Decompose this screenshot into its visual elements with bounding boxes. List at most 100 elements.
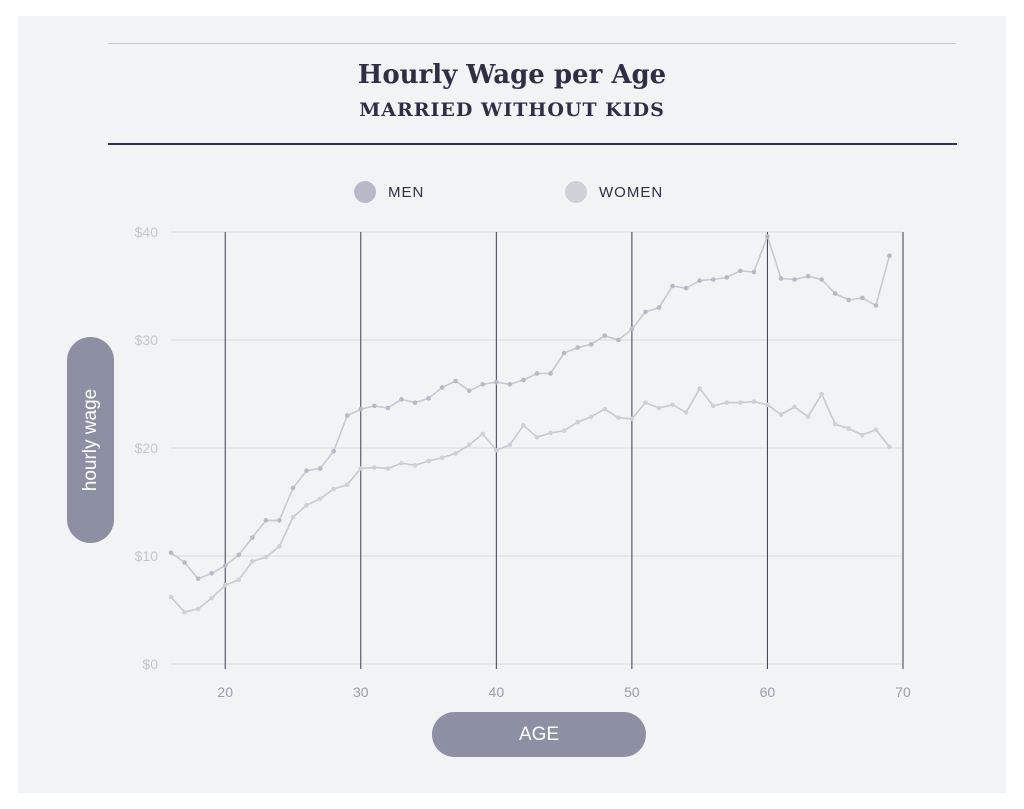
data-point-women bbox=[209, 595, 214, 601]
data-point-women bbox=[724, 400, 730, 405]
data-point-women bbox=[304, 502, 309, 508]
top-divider bbox=[108, 43, 956, 44]
data-point-men bbox=[588, 342, 594, 347]
data-point-men bbox=[182, 560, 187, 565]
data-point-men bbox=[887, 253, 892, 259]
data-point-men bbox=[832, 291, 838, 296]
data-point-women bbox=[466, 442, 472, 448]
data-point-men bbox=[209, 570, 214, 576]
data-point-men bbox=[290, 485, 296, 491]
data-point-men bbox=[372, 403, 377, 409]
data-point-women bbox=[494, 447, 499, 453]
y-tick-label: $20 bbox=[135, 440, 159, 456]
data-point-women bbox=[236, 577, 242, 583]
data-point-women bbox=[168, 594, 174, 600]
legend-item-women: WOMEN bbox=[565, 180, 663, 204]
data-point-men bbox=[561, 350, 567, 356]
data-point-women bbox=[887, 444, 892, 450]
data-point-men bbox=[670, 283, 675, 289]
series-line-men bbox=[170, 235, 891, 580]
data-point-men bbox=[222, 563, 228, 569]
data-point-women bbox=[507, 442, 513, 448]
title-divider bbox=[108, 143, 957, 145]
data-point-women bbox=[819, 391, 824, 397]
data-point-women bbox=[846, 426, 852, 431]
data-point-women bbox=[344, 482, 350, 488]
data-point-men bbox=[277, 518, 282, 523]
data-point-men bbox=[344, 413, 350, 418]
data-point-women bbox=[548, 430, 553, 436]
y-tick-label: $0 bbox=[142, 656, 158, 672]
data-point-men bbox=[236, 552, 242, 558]
data-point-men bbox=[399, 397, 404, 402]
data-point-women bbox=[778, 412, 784, 417]
data-point-men bbox=[805, 273, 811, 279]
data-point-women bbox=[697, 386, 702, 391]
data-point-men bbox=[168, 550, 174, 556]
data-point-men bbox=[426, 396, 431, 401]
data-point-women bbox=[873, 427, 879, 432]
data-point-men bbox=[548, 371, 553, 376]
data-point-men bbox=[724, 275, 730, 280]
data-point-men bbox=[466, 388, 472, 394]
data-point-men bbox=[710, 277, 716, 282]
legend-item-men: MEN bbox=[354, 180, 424, 204]
data-point-women bbox=[534, 434, 540, 440]
data-point-women bbox=[575, 419, 580, 425]
legend-marker-men bbox=[354, 181, 376, 203]
legend-label-women: WOMEN bbox=[599, 183, 664, 201]
data-point-women bbox=[331, 486, 336, 492]
data-point-men bbox=[778, 276, 784, 281]
data-point-women bbox=[643, 400, 648, 405]
data-point-women bbox=[792, 404, 797, 410]
data-point-men bbox=[860, 295, 865, 301]
data-point-men bbox=[412, 400, 418, 405]
data-point-men bbox=[751, 269, 757, 275]
data-point-women bbox=[263, 554, 269, 560]
data-point-men bbox=[738, 268, 743, 274]
data-point-men bbox=[453, 378, 458, 384]
data-point-men bbox=[439, 385, 445, 390]
data-point-men bbox=[792, 277, 797, 282]
data-point-men bbox=[629, 326, 635, 332]
data-point-women bbox=[616, 415, 621, 421]
data-point-women bbox=[670, 402, 675, 408]
data-point-men bbox=[385, 405, 391, 411]
data-point-men bbox=[195, 576, 201, 581]
data-point-women bbox=[372, 465, 377, 470]
data-point-men bbox=[765, 234, 770, 239]
data-point-women bbox=[399, 460, 404, 466]
data-point-women bbox=[656, 405, 662, 411]
data-point-women bbox=[182, 609, 187, 615]
data-point-women bbox=[250, 559, 255, 564]
chart-title: Hourly Wage per Age bbox=[357, 60, 667, 90]
data-point-men bbox=[846, 297, 852, 303]
data-point-men bbox=[250, 535, 255, 540]
data-point-men bbox=[521, 377, 526, 383]
data-point-women bbox=[290, 514, 296, 520]
data-point-men bbox=[317, 466, 323, 471]
data-point-men bbox=[697, 278, 702, 283]
data-point-women bbox=[317, 496, 323, 502]
data-point-men bbox=[494, 379, 499, 385]
data-point-men bbox=[616, 337, 621, 343]
data-point-men bbox=[358, 406, 364, 412]
data-point-men bbox=[819, 277, 824, 282]
data-point-women bbox=[426, 458, 431, 464]
data-point-women bbox=[751, 399, 757, 404]
y-axis-label: hourly wage bbox=[67, 337, 114, 543]
data-point-women bbox=[832, 421, 838, 427]
data-point-men bbox=[873, 303, 879, 308]
data-point-women bbox=[453, 451, 458, 456]
data-point-women bbox=[195, 606, 201, 612]
data-point-men bbox=[656, 305, 662, 310]
data-point-women bbox=[805, 414, 811, 419]
data-point-women bbox=[561, 428, 567, 434]
data-point-men bbox=[331, 448, 336, 454]
data-point-women bbox=[480, 431, 486, 437]
data-point-women bbox=[765, 402, 770, 408]
data-point-men bbox=[263, 518, 269, 523]
legend-label-men: MEN bbox=[388, 183, 425, 201]
y-tick-label: $30 bbox=[135, 332, 159, 348]
